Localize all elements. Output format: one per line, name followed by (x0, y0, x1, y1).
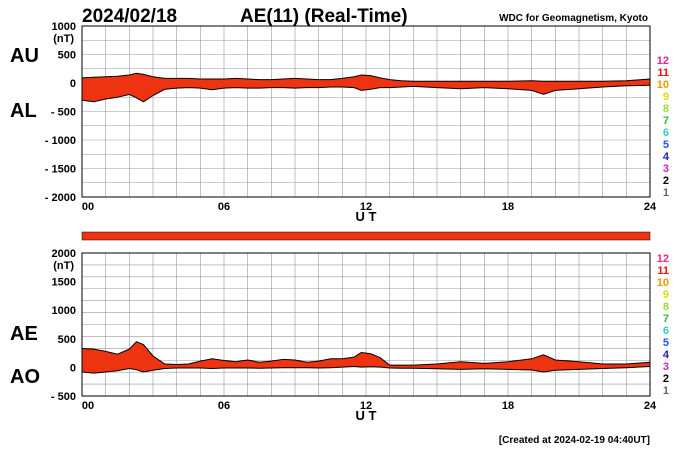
series-line-ao (81, 365, 651, 374)
y-tick-label: 1000 (52, 21, 76, 33)
y-tick-label: 0 (70, 362, 76, 374)
legend-entry: 11 (657, 67, 669, 79)
legend-entry: 9 (663, 289, 669, 301)
x-tick-label: 06 (218, 400, 230, 412)
status-bar (81, 231, 651, 241)
legend-entry: 1 (663, 187, 669, 199)
y-unit-label: (nT) (53, 260, 74, 272)
source-label: WDC for Geomagnetism, Kyoto (499, 13, 648, 24)
legend-entry: 8 (663, 301, 669, 313)
legend-entry: 6 (663, 325, 669, 337)
x-tick-label: 12 (360, 201, 372, 213)
x-tick-label: 06 (218, 201, 230, 213)
series-label-ao: AO (10, 366, 40, 388)
series-line-al (81, 84, 651, 103)
series-label-au: AU (10, 45, 39, 67)
legend-entry: 10 (657, 277, 669, 289)
y-tick-label: - 1000 (45, 135, 76, 147)
legend-entry: 5 (663, 139, 669, 151)
legend-entry: 2 (663, 175, 669, 187)
y-tick-label: - 500 (51, 391, 76, 403)
created-timestamp: [Created at 2024-02-19 04:40UT] (499, 435, 650, 446)
legend-entry: 9 (663, 91, 669, 103)
legend-entry: 3 (663, 163, 669, 175)
legend-entry: 4 (663, 151, 670, 163)
station-status-bar (81, 231, 651, 241)
series-label-al: AL (10, 100, 37, 122)
x-tick-label: 24 (644, 201, 657, 213)
x-axis-label: U T (356, 408, 377, 423)
y-tick-label: - 500 (51, 107, 76, 119)
date-title: 2024/02/18 (82, 6, 177, 27)
y-tick-label: - 2000 (45, 192, 76, 204)
series-line-au (81, 72, 651, 82)
x-axis-label: U T (356, 209, 377, 224)
y-tick-label: 500 (58, 334, 76, 346)
legend-entry: 2 (663, 373, 669, 385)
legend-entry: 12 (657, 55, 669, 67)
x-tick-label: 18 (502, 400, 514, 412)
x-tick-label: 00 (82, 400, 94, 412)
legend-entry: 1 (663, 385, 669, 397)
legend-entry: 4 (663, 349, 670, 361)
bottom-panel-ae-ao: 2000 1500 1000 500 0 - 500 (nT) 00 06 12 18 24 U T AE… (10, 248, 657, 423)
y-tick-label: 1000 (52, 305, 76, 317)
legend-entry: 6 (663, 127, 669, 139)
x-tick-label: 12 (360, 400, 372, 412)
band-ae-ao (82, 341, 650, 374)
x-tick-label: 00 (82, 201, 94, 213)
legend-entry: 3 (663, 361, 669, 373)
y-tick-label: 0 (70, 78, 76, 90)
legend-entry: 8 (663, 103, 669, 115)
band-au-al (82, 73, 650, 102)
x-tick-label: 24 (644, 400, 657, 412)
legend-entry: 7 (663, 313, 669, 325)
y-tick-label: - 1500 (45, 164, 76, 176)
plot-frame (81, 25, 651, 198)
y-tick-label: 2000 (52, 248, 76, 260)
legend-entry: 7 (663, 115, 669, 127)
legend-entry: 10 (657, 79, 669, 91)
series-line-ae (81, 341, 651, 366)
plot-frame (81, 252, 651, 397)
x-tick-label: 18 (502, 201, 514, 213)
y-tick-label: 500 (58, 50, 76, 62)
series-label-ae: AE (10, 323, 38, 345)
legend-entry: 11 (657, 265, 669, 277)
chart-title: AE(11) (Real-Time) (240, 6, 408, 27)
y-unit-label: (nT) (53, 33, 74, 45)
top-panel-au-al: 1000 500 0 - 500 - 1000 - 1500 - 2000 (nT) 00 06 1… (10, 21, 657, 224)
legend-entry: 12 (657, 253, 669, 265)
y-tick-label: 1500 (52, 277, 76, 289)
legend-entry: 5 (663, 337, 669, 349)
